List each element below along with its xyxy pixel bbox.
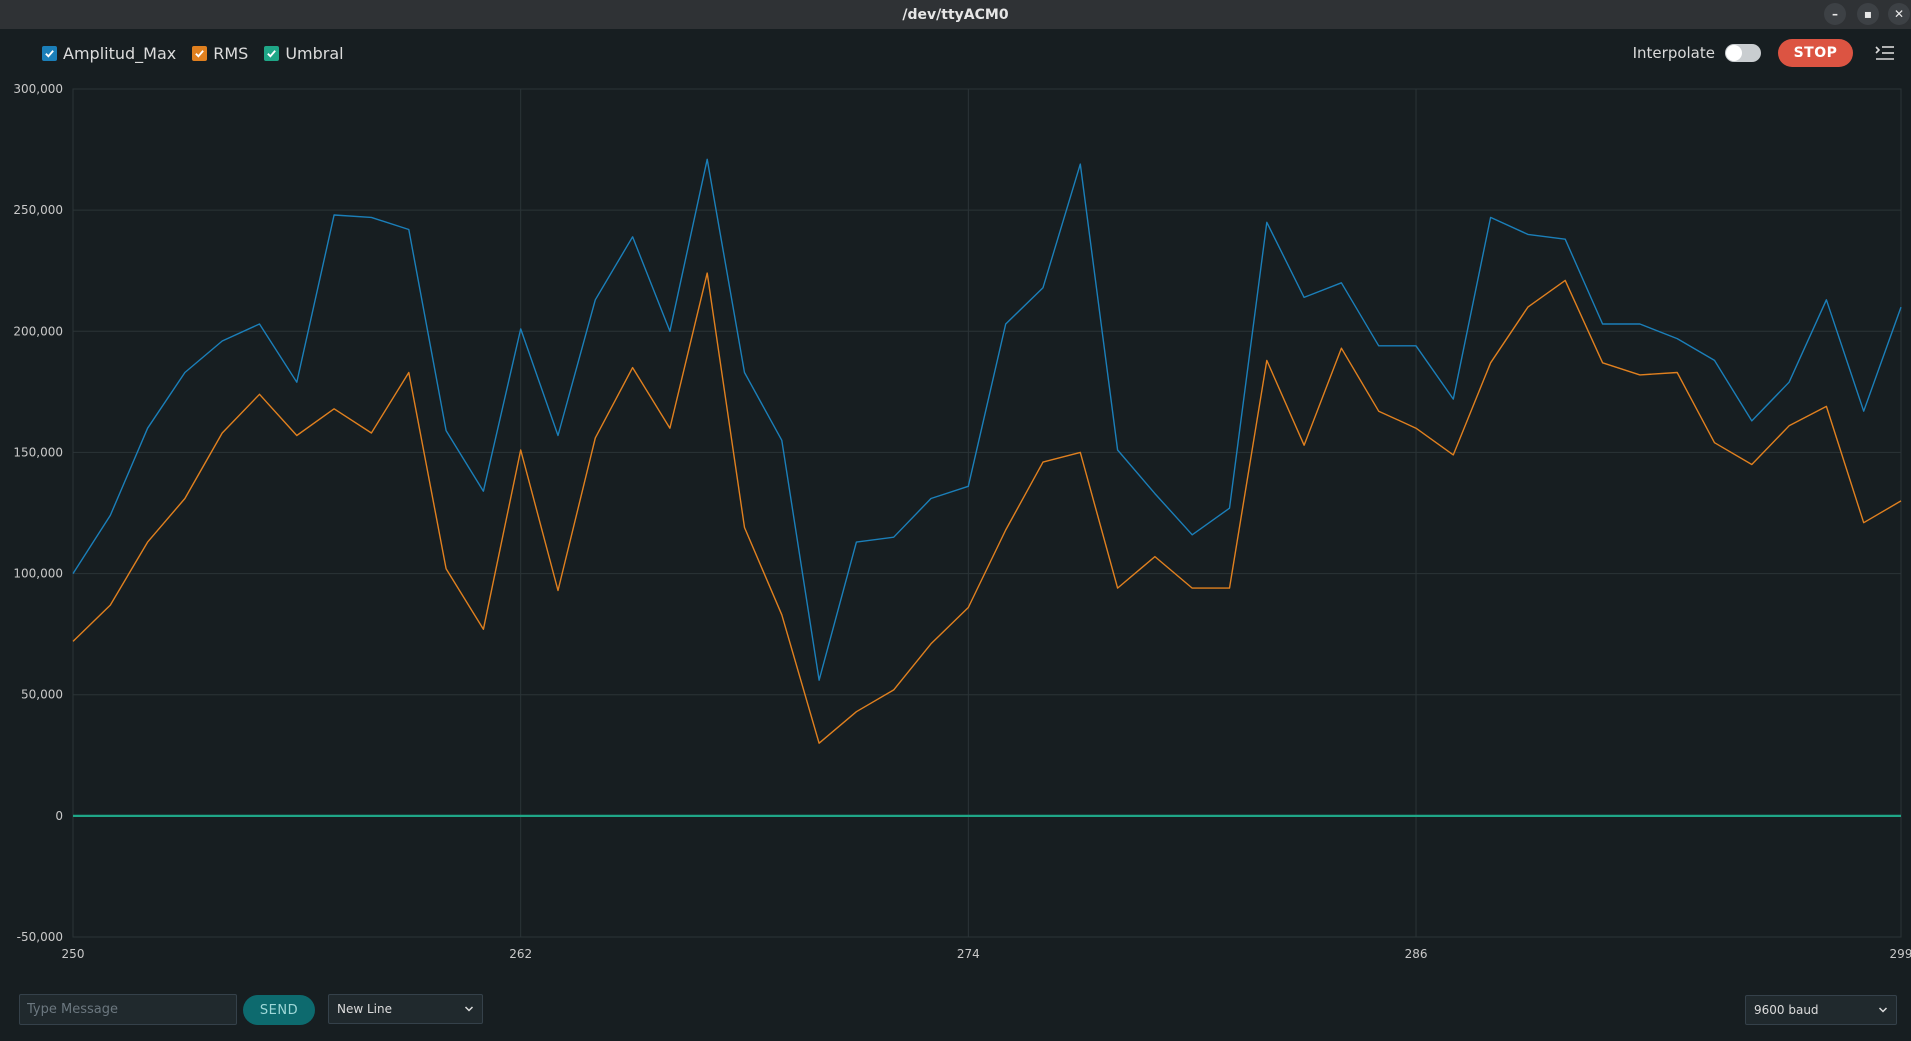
y-tick-label: 300,000	[13, 82, 63, 96]
close-icon: ✕	[1893, 7, 1905, 21]
x-tick-label: 286	[1405, 947, 1428, 961]
y-tick-label: 100,000	[13, 567, 63, 581]
x-tick-label: 274	[957, 947, 980, 961]
interpolate-label: Interpolate	[1632, 44, 1715, 62]
legend-label: Umbral	[285, 44, 344, 63]
line-ending-value: New Line	[337, 1002, 392, 1016]
legend-label: Amplitud_Max	[63, 44, 177, 63]
serial-plot-chart: -50,000 0 50,000 100,000 150,000 200,000 250,0…	[13, 82, 1911, 961]
checkbox-checked-icon[interactable]	[264, 46, 280, 61]
settings-menu-icon[interactable]	[1875, 44, 1895, 62]
interpolate-toggle[interactable]	[1725, 44, 1761, 62]
y-tick-label: 150,000	[13, 445, 63, 459]
legend-item-amplitud-max[interactable]: Amplitud_Max	[42, 44, 176, 63]
y-tick-label: 50,000	[21, 688, 63, 702]
send-button[interactable]: SEND	[243, 995, 315, 1025]
plotter-controls: Interpolate STOP	[1633, 39, 1895, 67]
y-tick-label: 200,000	[13, 324, 63, 338]
message-input[interactable]	[19, 994, 237, 1025]
checkbox-checked-icon[interactable]	[192, 46, 208, 61]
toggle-knob	[1726, 45, 1742, 61]
legend-item-umbral[interactable]: Umbral	[264, 44, 344, 63]
close-button[interactable]: ✕	[1888, 3, 1910, 25]
maximize-button[interactable]: ▪	[1857, 3, 1879, 25]
line-ending-select[interactable]: New Line	[328, 994, 483, 1024]
y-tick-label: 250,000	[13, 203, 63, 217]
baud-rate-select[interactable]: 9600 baud	[1745, 995, 1897, 1025]
stop-button[interactable]: STOP	[1778, 39, 1853, 67]
checkbox-checked-icon[interactable]	[42, 46, 57, 61]
x-tick-label: 262	[509, 947, 532, 961]
maximize-icon: ▪	[1863, 7, 1873, 21]
minimize-icon: –	[1832, 7, 1838, 21]
y-tick-label: 0	[55, 809, 63, 823]
y-tick-label: -50,000	[17, 930, 63, 944]
title-bar: /dev/ttyACM0 – ▪ ✕	[0, 0, 1911, 29]
x-tick-label: 250	[62, 947, 85, 961]
legend-item-rms[interactable]: RMS	[192, 44, 248, 63]
series-line-rms	[72, 272, 1902, 744]
minimize-button[interactable]: –	[1824, 3, 1846, 25]
legend-label: RMS	[213, 44, 249, 63]
baud-rate-value: 9600 baud	[1754, 1003, 1819, 1017]
x-tick-label: 299	[1890, 947, 1911, 961]
chevron-down-icon	[464, 1006, 474, 1012]
chevron-down-icon	[1878, 1007, 1888, 1013]
window-title: /dev/ttyACM0	[902, 6, 1009, 23]
series-legend: Amplitud_Max RMS Umbral	[42, 44, 360, 63]
series-line-amplitud-max	[72, 158, 1902, 681]
